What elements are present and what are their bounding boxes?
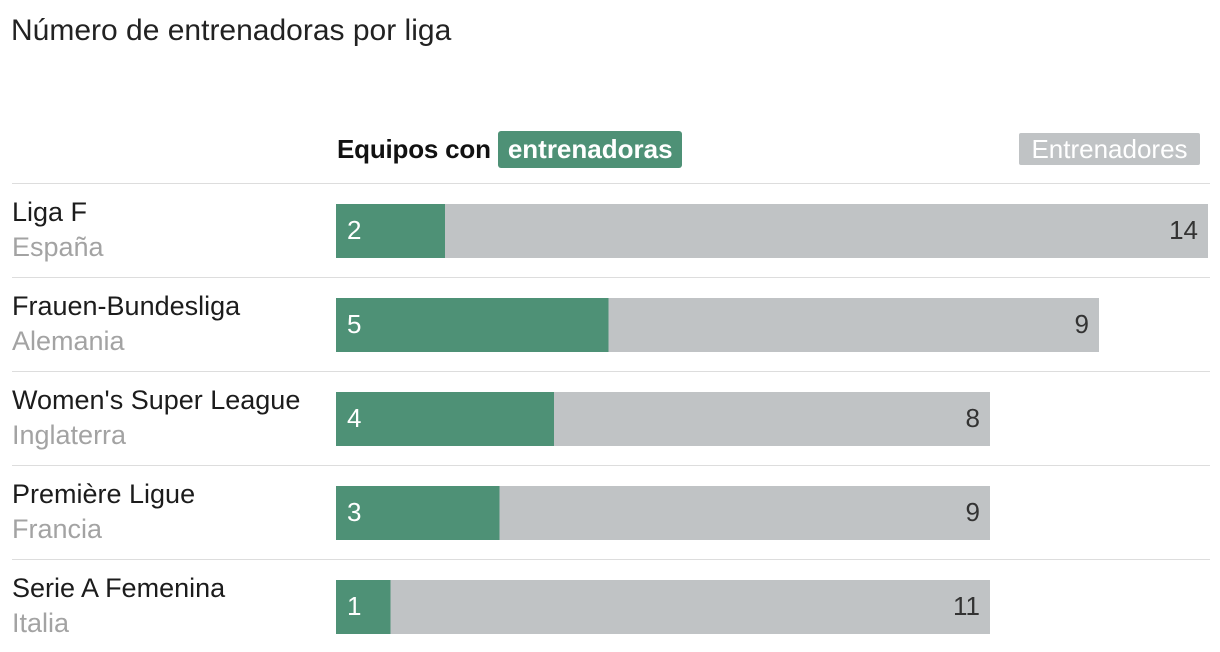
bar-women — [336, 298, 609, 352]
row-league-name: Liga F — [12, 197, 87, 227]
legend-women-chip: entrenadoras — [497, 130, 682, 168]
row-country-name: Inglaterra — [12, 420, 127, 450]
row-league-name: Première Ligue — [12, 479, 195, 509]
row-league-name: Frauen-Bundesliga — [12, 291, 241, 321]
value-label-women: 1 — [347, 591, 361, 621]
value-label-women: 2 — [347, 215, 361, 245]
value-label-men: 9 — [966, 497, 980, 527]
row-country-name: Francia — [12, 514, 103, 544]
value-label-men: 9 — [1075, 309, 1089, 339]
row-league-name: Women's Super League — [12, 385, 300, 415]
row-league-name: Serie A Femenina — [12, 573, 226, 603]
row-country-name: Alemania — [12, 326, 126, 356]
legend-men-chip: Entrenadores — [1019, 133, 1200, 165]
value-label-men: 11 — [953, 591, 980, 621]
value-label-men: 8 — [966, 403, 980, 433]
bar-women — [336, 204, 445, 258]
bar-total — [336, 580, 990, 634]
value-label-women: 4 — [347, 403, 361, 433]
bar-women — [336, 580, 391, 634]
legend-prefix: Equipos con — [337, 133, 491, 164]
value-label-women: 5 — [347, 309, 361, 339]
legend-women: Equipos con entrenadoras — [337, 130, 682, 168]
bar-women — [336, 392, 554, 446]
row-country-name: Italia — [12, 608, 70, 638]
value-label-women: 3 — [347, 497, 361, 527]
row-country-name: España — [12, 232, 105, 262]
bar-total — [336, 204, 1208, 258]
value-label-men: 14 — [1169, 215, 1198, 245]
bar-women — [336, 486, 500, 540]
chart-title: Número de entrenadoras por liga — [11, 14, 452, 47]
